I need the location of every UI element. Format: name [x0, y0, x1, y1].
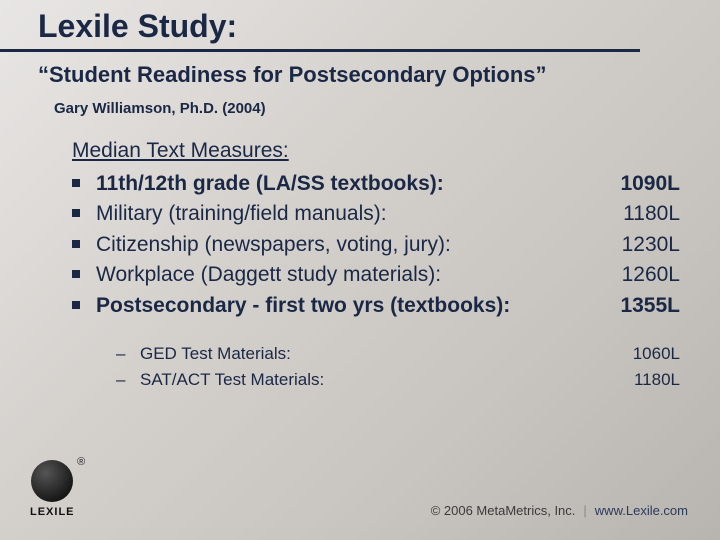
- bullet-value: 1260L: [622, 260, 680, 290]
- author-line: Gary Williamson, Ph.D. (2004): [0, 100, 720, 133]
- bullet-value: 1355L: [620, 291, 680, 321]
- slide-title: Lexile Study:: [0, 0, 640, 52]
- logo-text: LEXILE: [30, 506, 75, 518]
- sub-bullet-label: SAT/ACT Test Materials:: [140, 367, 626, 393]
- sub-bullet-value: 1060L: [633, 341, 680, 367]
- bullet-label: Citizenship (newspapers, voting, jury):: [96, 230, 614, 260]
- footer-url: www.Lexile.com: [595, 503, 688, 518]
- bullet-label: 11th/12th grade (LA/SS textbooks):: [96, 169, 612, 199]
- bullet-item: Citizenship (newspapers, voting, jury): …: [72, 230, 680, 260]
- bullet-item: Workplace (Daggett study materials): 126…: [72, 260, 680, 290]
- bullet-label: Postsecondary - first two yrs (textbooks…: [96, 291, 612, 321]
- bullet-list: 11th/12th grade (LA/SS textbooks): 1090L…: [72, 169, 680, 321]
- footer-divider: |: [583, 503, 586, 518]
- sub-bullet-item: GED Test Materials: 1060L: [116, 341, 680, 367]
- section-heading: Median Text Measures:: [72, 139, 680, 163]
- bullet-value: 1230L: [622, 230, 680, 260]
- content-area: Median Text Measures: 11th/12th grade (L…: [0, 133, 720, 392]
- sub-bullet-label: GED Test Materials:: [140, 341, 625, 367]
- bullet-item: Military (training/field manuals): 1180L: [72, 199, 680, 229]
- sub-bullet-value: 1180L: [634, 367, 680, 393]
- copyright-text: © 2006 MetaMetrics, Inc.: [431, 503, 576, 518]
- brand-logo: LEXILE: [30, 460, 75, 518]
- slide: Lexile Study: “Student Readiness for Pos…: [0, 0, 720, 540]
- footer: © 2006 MetaMetrics, Inc. | www.Lexile.co…: [431, 503, 688, 518]
- globe-icon: [31, 460, 73, 502]
- bullet-value: 1180L: [623, 199, 680, 229]
- bullet-label: Military (training/field manuals):: [96, 199, 615, 229]
- bullet-label: Workplace (Daggett study materials):: [96, 260, 614, 290]
- sub-bullet-list: GED Test Materials: 1060L SAT/ACT Test M…: [72, 341, 680, 392]
- bullet-value: 1090L: [620, 169, 680, 199]
- slide-subtitle: “Student Readiness for Postsecondary Opt…: [0, 52, 640, 100]
- bullet-item: 11th/12th grade (LA/SS textbooks): 1090L: [72, 169, 680, 199]
- bullet-item: Postsecondary - first two yrs (textbooks…: [72, 291, 680, 321]
- sub-bullet-item: SAT/ACT Test Materials: 1180L: [116, 367, 680, 393]
